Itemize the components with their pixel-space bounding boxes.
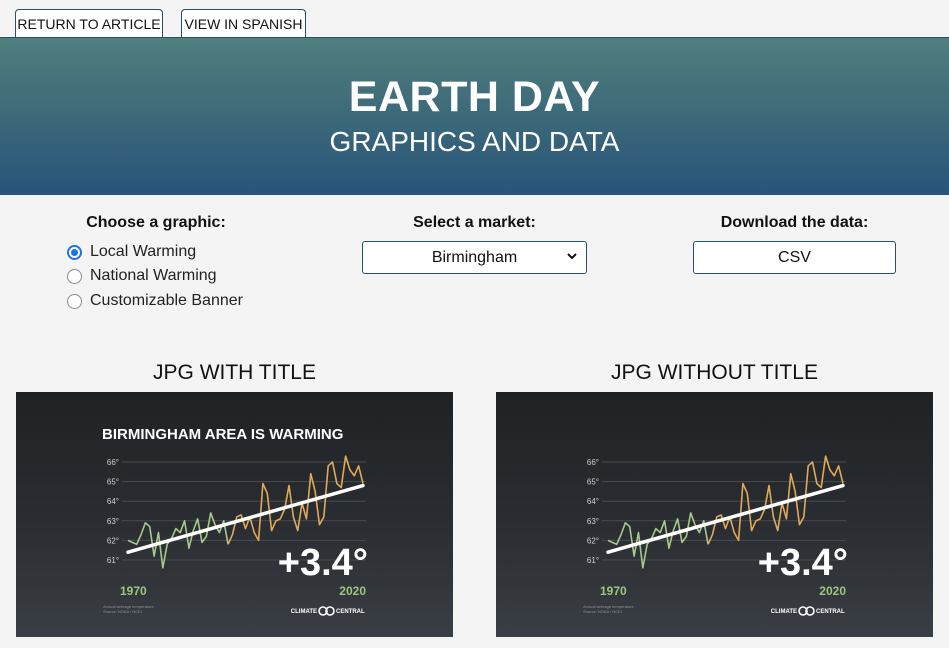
start-year-label: 1970 xyxy=(120,584,147,598)
logo-ring-right xyxy=(325,606,335,616)
page-subtitle: GRAPHICS AND DATA xyxy=(329,126,620,157)
start-year-label: 1970 xyxy=(600,584,627,598)
download-data-label: Download the data: xyxy=(720,214,869,231)
jpg-without-title-heading: JPG WITHOUT TITLE xyxy=(611,361,818,384)
y-tick-label: 62° xyxy=(587,536,599,545)
y-tick-label: 65° xyxy=(587,478,599,487)
logo-text-left: CLIMATE xyxy=(291,609,317,615)
radio-label: Local Warming xyxy=(90,243,197,260)
chevron-down-icon xyxy=(566,250,578,265)
trend-line xyxy=(126,483,365,554)
warming-chart: 61° 62° 63° 64° 65° 66° +3.4° 1970 2020 Annual av… xyxy=(583,455,848,616)
y-tick-label: 63° xyxy=(107,517,119,526)
return-to-article-button[interactable]: RETURN TO ARTICLE xyxy=(15,9,163,38)
top-nav: RETURN TO ARTICLE VIEW IN SPANISH xyxy=(0,0,949,38)
csv-download-button[interactable]: CSV xyxy=(693,241,896,274)
choose-graphic-label: Choose a graphic: xyxy=(86,214,226,231)
radio-button[interactable] xyxy=(67,268,82,284)
temperature-change: +3.4° xyxy=(758,542,848,584)
y-tick-label: 65° xyxy=(107,478,119,487)
graphic-without-title[interactable]: 61° 62° 63° 64° 65° 66° +3.4° 1970 2020 Annual av… xyxy=(496,392,933,637)
y-tick-label: 66° xyxy=(587,458,599,467)
market-select-value: Birmingham xyxy=(431,248,518,266)
graphic-with-title[interactable]: BIRMINGHAM AREA IS WARMING 61° 62° 63° 64° 65… xyxy=(16,392,453,637)
temperature-change: +3.4° xyxy=(278,542,368,584)
y-tick-label: 62° xyxy=(107,536,119,545)
y-tick-label: 61° xyxy=(587,556,599,565)
view-in-spanish-button[interactable]: VIEW IN SPANISH xyxy=(181,9,306,38)
radio-local-warming[interactable]: Local Warming xyxy=(67,242,196,262)
y-tick-label: 66° xyxy=(107,458,119,467)
series-line-late xyxy=(707,455,844,545)
logo-ring-left xyxy=(318,606,328,616)
y-tick-label: 64° xyxy=(587,497,599,506)
end-year-label: 2020 xyxy=(819,584,846,598)
footnote-line-2: Source: NOAA / NCEI xyxy=(103,609,142,614)
jpg-with-title-heading: JPG WITH TITLE xyxy=(153,361,316,384)
radio-label: Customizable Banner xyxy=(90,292,243,309)
radio-customizable-banner[interactable]: Customizable Banner xyxy=(67,291,243,311)
series-line-early xyxy=(607,512,709,569)
footnote-line-1: Annual average temperature xyxy=(583,604,634,609)
hero-banner: EARTH DAY GRAPHICS AND DATA xyxy=(0,37,949,195)
logo-ring-right xyxy=(805,606,815,616)
logo-ring-left xyxy=(798,606,808,616)
logo-text-right: CENTRAL xyxy=(336,609,365,615)
footnote-line-1: Annual average temperature xyxy=(103,604,154,609)
y-tick-label: 63° xyxy=(587,517,599,526)
radio-button-selected[interactable] xyxy=(67,244,82,260)
select-market-label: Select a market: xyxy=(413,214,536,231)
series-line-late xyxy=(227,455,364,545)
graphic-headline: BIRMINGHAM AREA IS WARMING xyxy=(102,426,343,443)
footnote-line-2: Source: NOAA / NCEI xyxy=(583,609,622,614)
y-tick-label: 64° xyxy=(107,497,119,506)
logo-text-right: CENTRAL xyxy=(816,609,845,615)
market-select[interactable]: Birmingham xyxy=(362,241,587,274)
y-tick-label: 61° xyxy=(107,556,119,565)
end-year-label: 2020 xyxy=(339,584,366,598)
page-title: EARTH DAY xyxy=(348,73,601,121)
trend-line xyxy=(606,483,845,554)
radio-button[interactable] xyxy=(67,293,82,309)
logo-text-left: CLIMATE xyxy=(771,609,797,615)
radio-national-warming[interactable]: National Warming xyxy=(67,266,217,286)
series-line-early xyxy=(127,512,229,569)
warming-chart: BIRMINGHAM AREA IS WARMING 61° 62° 63° 64° 65… xyxy=(102,426,368,616)
radio-label: National Warming xyxy=(90,267,217,284)
